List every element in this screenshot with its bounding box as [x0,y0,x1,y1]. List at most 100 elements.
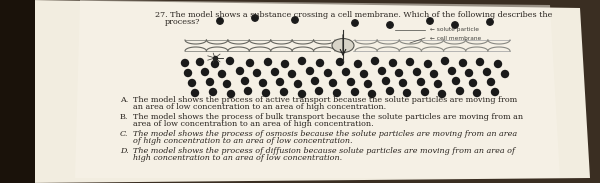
Circle shape [457,87,464,94]
Text: The model shows the process of bulk transport because the solute particles are m: The model shows the process of bulk tran… [133,113,523,121]
Circle shape [281,61,289,68]
Text: D.: D. [120,147,128,155]
Circle shape [289,70,296,77]
Circle shape [263,89,269,96]
Bar [32,0,33,183]
Circle shape [329,79,337,87]
Bar [13,0,14,183]
Circle shape [218,70,226,77]
Text: high concentration to an area of low concentration.: high concentration to an area of low con… [133,154,342,162]
Text: A.: A. [120,96,128,104]
Bar [14,0,15,183]
Bar [10,0,11,183]
Text: of high concentration to an area of low concentration.: of high concentration to an area of low … [133,137,353,145]
Circle shape [387,22,393,28]
Circle shape [236,68,244,74]
Bar [6,0,7,183]
Bar [26,0,27,183]
Bar [17,0,18,183]
Circle shape [473,89,481,96]
Circle shape [383,77,389,85]
Circle shape [299,57,305,64]
Bar [28,0,29,183]
Circle shape [442,57,449,64]
Bar [23,0,24,183]
Bar [30,0,31,183]
Text: an area of low concentration to an area of high concentration.: an area of low concentration to an area … [133,103,386,111]
Circle shape [361,70,367,77]
Bar [18,0,19,183]
Circle shape [227,57,233,64]
Circle shape [379,68,386,74]
Circle shape [355,61,361,68]
Circle shape [307,68,314,74]
Bar [7,0,8,183]
Bar [5,0,6,183]
Circle shape [188,79,196,87]
Text: B.: B. [120,113,128,121]
Bar [29,0,30,183]
Circle shape [311,77,319,85]
Text: 27. The model shows a substance crossing a cell membrane. Which of the following: 27. The model shows a substance crossing… [155,11,553,19]
Circle shape [466,70,473,76]
Circle shape [487,79,494,85]
Circle shape [449,68,455,74]
Text: ← cell membrane: ← cell membrane [430,36,481,40]
Text: The model shows the process of diffusion because solute particles are moving fro: The model shows the process of diffusion… [133,147,515,155]
Circle shape [452,77,460,85]
Circle shape [245,87,251,94]
Circle shape [386,87,394,94]
Circle shape [191,89,199,96]
Circle shape [439,91,445,98]
Circle shape [223,81,230,87]
Text: process?: process? [165,18,200,26]
Bar [31,0,32,183]
FancyBboxPatch shape [0,0,35,183]
Circle shape [247,59,254,66]
Circle shape [217,18,223,24]
Circle shape [325,70,331,76]
Circle shape [202,68,209,76]
Circle shape [371,57,379,64]
Circle shape [427,18,433,24]
Circle shape [431,70,437,77]
Circle shape [404,89,410,96]
Polygon shape [25,0,590,183]
Circle shape [484,68,491,76]
Circle shape [254,70,260,76]
Circle shape [395,70,403,76]
Circle shape [209,89,217,96]
Bar [21,0,22,183]
Text: The model shows the process of active transport because the solute particles are: The model shows the process of active tr… [133,96,517,104]
Circle shape [182,59,188,66]
Bar [9,0,10,183]
Circle shape [389,59,397,66]
Circle shape [407,59,413,66]
Circle shape [281,89,287,96]
Circle shape [260,79,266,87]
Bar [34,0,35,183]
Bar [22,0,23,183]
Bar [8,0,9,183]
Bar [27,0,28,183]
Circle shape [316,87,323,94]
Bar [11,0,12,183]
Circle shape [502,70,509,77]
Circle shape [413,68,421,76]
Circle shape [470,79,476,87]
Circle shape [197,59,203,66]
Circle shape [271,68,278,76]
Text: C.: C. [120,130,128,138]
Circle shape [487,19,493,25]
Bar [19,0,20,183]
Bar [16,0,17,183]
Ellipse shape [332,38,354,53]
Circle shape [252,15,258,21]
Circle shape [337,59,343,66]
Circle shape [317,59,323,66]
Bar [20,0,21,183]
Circle shape [352,20,358,26]
Bar [33,0,34,183]
Circle shape [292,17,298,23]
Polygon shape [75,0,560,178]
